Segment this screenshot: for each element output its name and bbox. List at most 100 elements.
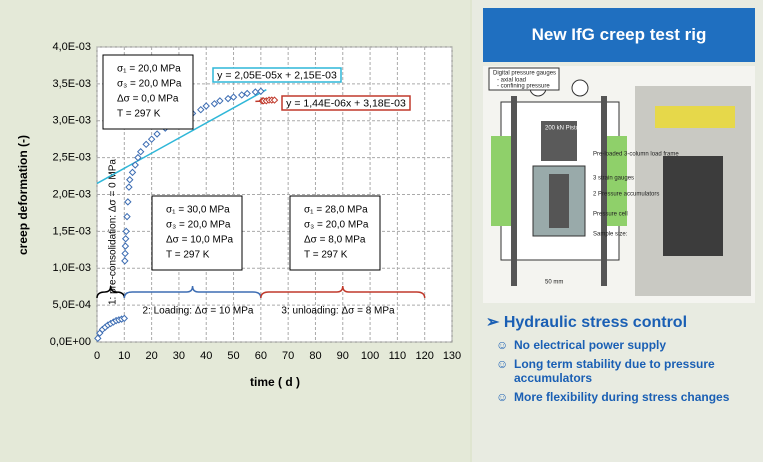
y-tick-label: 2,0E-03	[52, 188, 91, 200]
x-tick-label: 0	[94, 350, 100, 362]
data-point	[94, 334, 102, 343]
data-point	[202, 102, 210, 110]
phase-label: 1: pre-consolidation: Δσ = 0 MPa	[108, 159, 119, 305]
piston	[541, 121, 577, 161]
rig-figure: Digital pressure gauges - axial load - c…	[483, 66, 755, 303]
annotation-text: σ₁ = 28,0 MPa	[304, 205, 368, 216]
bullet-heading: ➢ Hydraulic stress control	[486, 314, 688, 331]
column	[511, 96, 517, 286]
figure-label: 200 kN Piston	[545, 126, 582, 132]
photo-part	[663, 156, 723, 256]
data-point	[128, 168, 137, 177]
bullet-item: ☺ More flexibility during stress changes	[496, 390, 758, 404]
annotation-box	[102, 54, 194, 130]
equation-box	[212, 67, 342, 83]
annotation-text: σ₁ = 20,0 MPa	[117, 64, 181, 75]
chart: creep deformation (-) time ( d ) 0,0E+00…	[16, 40, 462, 390]
gauge	[571, 79, 589, 97]
data-point	[229, 93, 238, 101]
sample	[549, 174, 569, 228]
equation-label: y = 1,44E-06x + 3,18E-03	[286, 97, 406, 109]
data-point	[147, 135, 156, 143]
figure-label: Pressure cell	[593, 212, 628, 218]
data-point	[142, 140, 150, 149]
bullet-text: More flexibility during stress changes	[514, 390, 730, 404]
figure-label: 2 Pressure accumulators	[593, 192, 659, 198]
x-tick-label: 100	[361, 350, 379, 362]
fit-line	[96, 89, 267, 185]
figure-label: - confining pressure	[497, 84, 550, 90]
data-point	[121, 242, 130, 250]
x-tick-label: 20	[145, 350, 157, 362]
y-tick-label: 4,0E-03	[52, 41, 91, 53]
data-point	[134, 153, 142, 162]
data-point	[257, 87, 265, 95]
annotation-text: σ₃ = 20,0 MPa	[166, 220, 231, 231]
x-tick-label: 60	[255, 350, 267, 362]
annotation-text: σ₃ = 20,0 MPa	[304, 220, 369, 231]
figure-label: Digital pressure gauges	[493, 71, 556, 77]
x-tick-label: 130	[443, 350, 461, 362]
panel-title: New IfG creep test rig	[483, 8, 755, 62]
data-point	[224, 94, 232, 103]
annotation-box	[151, 195, 243, 271]
bullet-text: No electrical power supply	[514, 338, 667, 352]
bullet-icon: ☺	[496, 390, 509, 404]
phase-label: 2: Loading: Δσ = 10 MPa	[143, 306, 254, 317]
bullet-item: ☺ No electrical power supply	[496, 338, 758, 352]
equation-label: y = 2,05E-05x + 2,15E-03	[217, 69, 337, 81]
y-tick-label: 1,0E-03	[52, 262, 91, 274]
bullet-icon: ☺	[496, 357, 509, 371]
x-tick-label: 50	[227, 350, 239, 362]
equation-box	[281, 95, 411, 111]
bullet-text: Long term stability due to pressure accu…	[514, 357, 715, 385]
x-tick-label: 30	[173, 350, 185, 362]
phase-label: 3: unloading: Δσ = 8 MPa	[281, 306, 395, 317]
x-axis-title: time ( d )	[250, 375, 300, 389]
x-tick-label: 90	[337, 350, 349, 362]
annotation-text: σ₁ = 30,0 MPa	[166, 205, 230, 216]
data-point	[251, 88, 260, 96]
data-point	[121, 249, 129, 258]
annotation-text: σ₃ = 20,0 MPa	[117, 79, 182, 90]
data-point	[153, 130, 161, 138]
figure-label: - axial load	[497, 78, 526, 84]
y-tick-label: 1,5E-03	[52, 225, 91, 237]
y-tick-label: 2,5E-03	[52, 152, 91, 164]
data-point	[126, 176, 134, 184]
accumulator	[491, 136, 513, 226]
data-point	[120, 314, 129, 323]
annotation-text: T = 297 K	[166, 250, 210, 261]
label-box	[488, 67, 560, 91]
data-point	[121, 257, 129, 265]
y-tick-label: 3,0E-03	[52, 115, 91, 127]
annotation-text: T = 297 K	[304, 250, 348, 261]
data-point	[210, 100, 219, 108]
accumulator	[605, 136, 627, 226]
data-point	[121, 235, 130, 243]
x-tick-label: 70	[282, 350, 294, 362]
data-point	[124, 198, 132, 206]
phase-brace	[260, 285, 426, 299]
y-tick-label: 0,0E+00	[50, 336, 91, 348]
x-tick-label: 10	[118, 350, 130, 362]
x-tick-label: 120	[416, 350, 434, 362]
data-point	[238, 91, 246, 99]
figure-label: 3 strain gauges	[593, 176, 634, 182]
bullet-icon: ☺	[496, 338, 509, 352]
photo-part	[655, 106, 735, 128]
figure-label: Sample size:	[593, 232, 628, 238]
annotation-text: T = 297 K	[117, 109, 161, 120]
y-tick-label: 5,0E-04	[52, 299, 91, 311]
annotation-text: Δσ = 10,0 MPa	[166, 235, 233, 246]
y-axis-title: creep deformation (-)	[16, 135, 30, 255]
x-tick-label: 40	[200, 350, 212, 362]
data-point	[136, 148, 145, 156]
data-point	[131, 161, 139, 169]
data-point	[243, 89, 251, 98]
data-point	[125, 183, 133, 191]
annotation-text: Δσ = 8,0 MPa	[304, 235, 366, 246]
annotation-text: Δσ = 0,0 MPa	[117, 94, 179, 105]
phase-brace	[96, 285, 126, 299]
